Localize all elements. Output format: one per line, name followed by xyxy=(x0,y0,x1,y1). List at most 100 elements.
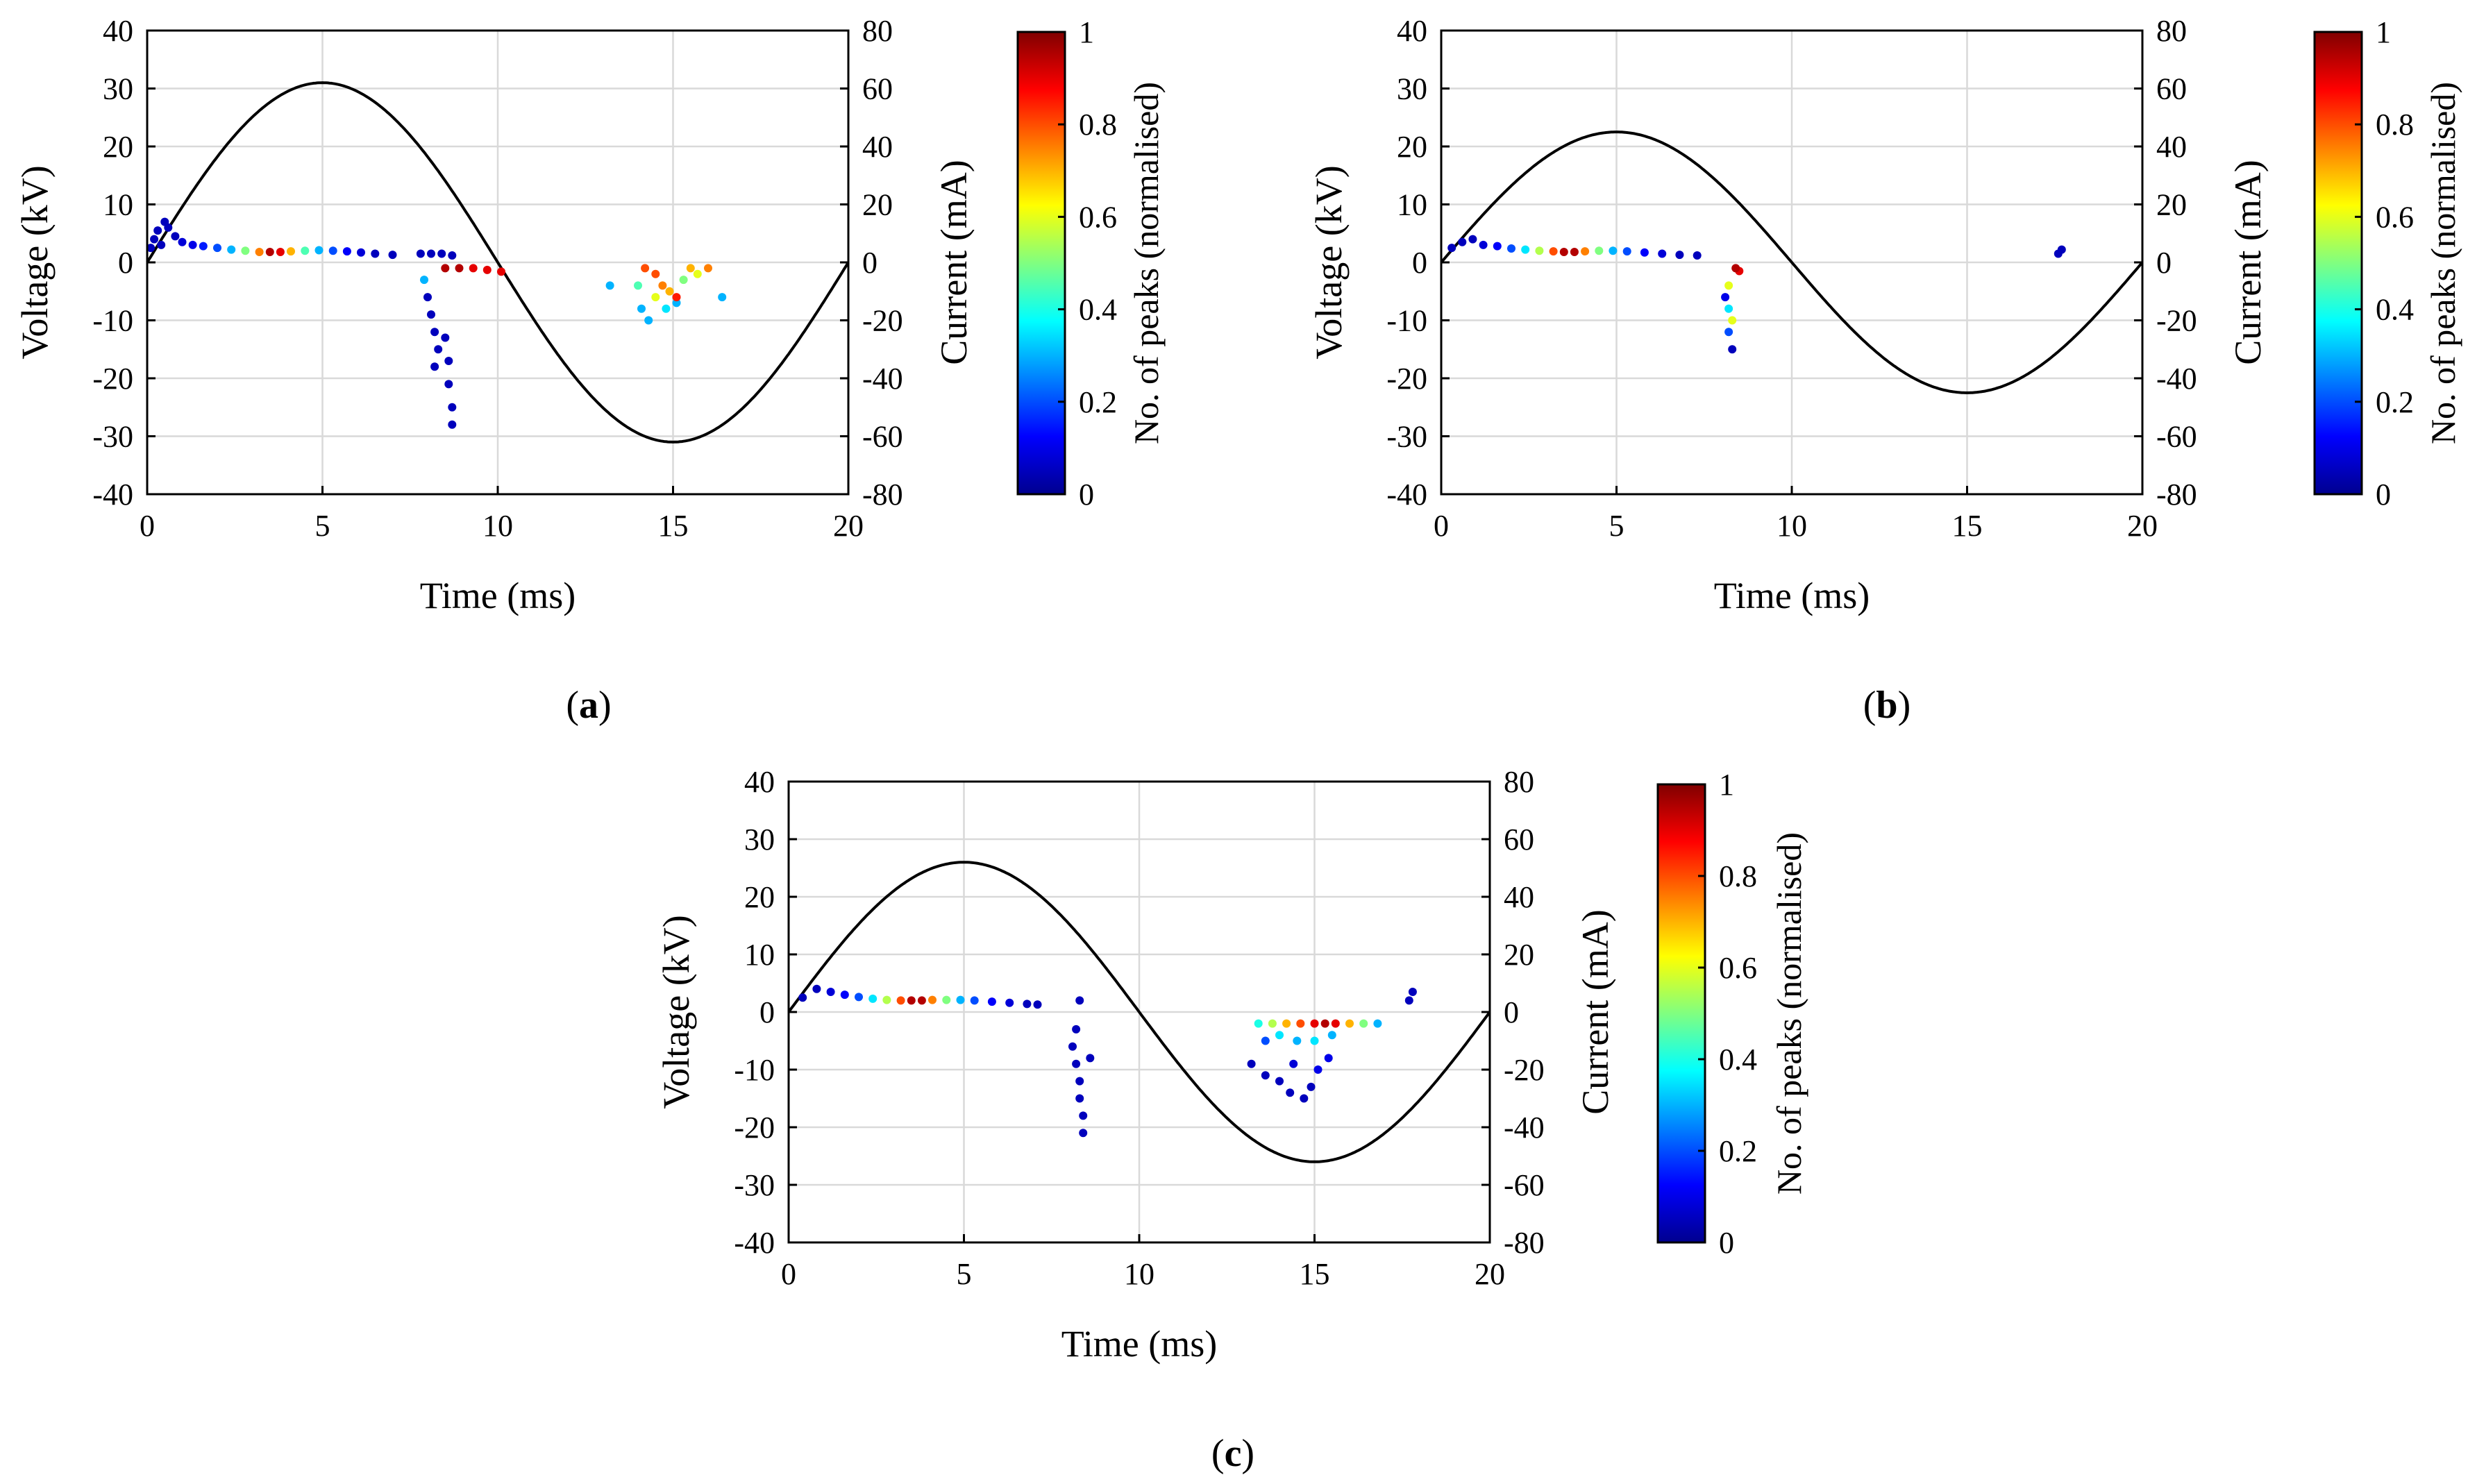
panel-a-sine xyxy=(146,81,850,444)
panel-b-colorbar: 0 0.2 0.4 0.6 0.8 1 xyxy=(2313,15,2414,512)
panel-c-y-tick-label: 0 xyxy=(759,995,775,1029)
panel-b-scatter-point xyxy=(1458,237,1467,246)
panel-c-scatter-point xyxy=(1075,1094,1084,1103)
panel-c-y-tick-label: -30 xyxy=(734,1168,775,1202)
panel-b-y-ticks: -40 -30 -20 -10 0 10 20 30 40 xyxy=(1386,14,1450,512)
panel-b-y-tick-label: 20 xyxy=(1397,130,1427,164)
panel-a-scatter-point xyxy=(641,264,650,273)
panel-a-letter: (a) xyxy=(566,684,611,727)
panel-b-y-tick-label: -10 xyxy=(1386,304,1427,338)
panel-a-y-axis-label: Voltage (kV) xyxy=(14,165,56,359)
panel-a-scatter-point xyxy=(441,333,450,342)
panel-a-scatter-point xyxy=(188,240,197,249)
panel-c-y-tick-label: -10 xyxy=(734,1053,775,1087)
panel-b-sine xyxy=(1440,130,2144,394)
panel-c-scatter-point xyxy=(1075,996,1084,1005)
panel-c-scatter-point xyxy=(1033,1000,1042,1009)
panel-a-scatter-point xyxy=(342,247,351,256)
panel-a-x-tick-label: 15 xyxy=(658,509,689,543)
panel-c-scatter-point xyxy=(896,996,905,1005)
panel-a-y-tick-label: -30 xyxy=(92,420,133,454)
panel-b-y-tick-label: -40 xyxy=(1386,478,1427,512)
panel-c-colorbar-tick-label: 0.2 xyxy=(1719,1134,1757,1168)
panel-c-letter-open: ( xyxy=(1211,1432,1225,1475)
panel-a-colorbar-tick-label: 0.4 xyxy=(1079,293,1117,327)
panel-a-scatter-point xyxy=(427,249,435,258)
panel-c-scatter-point xyxy=(1289,1059,1298,1068)
panel-a-scatter-point xyxy=(658,281,667,290)
panel-a-scatter-point xyxy=(301,246,310,255)
panel-b-scatter-point xyxy=(1549,247,1558,256)
panel-c-scatter-point xyxy=(1324,1054,1333,1063)
panel-b-x-tick-label: 20 xyxy=(2127,509,2158,543)
panel-c-scatter-point xyxy=(1359,1019,1368,1028)
panel-c-scatter-point xyxy=(1300,1094,1309,1103)
panel-b-y-tick-label: 40 xyxy=(1397,14,1427,48)
panel-c-scatter-point xyxy=(1079,1129,1088,1138)
panel-a-scatter-point xyxy=(448,251,457,260)
panel-a-colorbar-gradient xyxy=(1016,31,1066,496)
panel-a-scatter-point xyxy=(482,265,492,274)
panel-b-y2-tick-label: 80 xyxy=(2156,14,2187,48)
panel-a-y2-tick-label: -40 xyxy=(862,362,903,396)
panel-a-y-tick-label: 20 xyxy=(103,130,133,164)
panel-c-y-tick-label: 40 xyxy=(744,765,775,799)
panel-c-scatter-point xyxy=(1331,1019,1340,1028)
panel-c-y-tick-label: 10 xyxy=(744,938,775,972)
panel-a-scatter-point xyxy=(434,345,443,354)
panel-a-scatter-point xyxy=(693,269,702,278)
panel-b-scatter-point xyxy=(1658,249,1667,258)
panel-c-scatter-point xyxy=(1247,1059,1256,1068)
panel-a-scatter-point xyxy=(686,264,695,273)
panel-b-colorbar-tick-label: 0 xyxy=(2376,478,2391,512)
panel-a-scatter-point xyxy=(157,240,166,249)
panel-c-x-tick-label: 10 xyxy=(1124,1257,1154,1291)
panel-c-scatter-point xyxy=(1023,1000,1032,1009)
panel-a-scatter-point xyxy=(199,242,208,251)
panel-a-letter-char: a xyxy=(579,684,598,727)
panel-b-y2-tick-label: -40 xyxy=(2156,362,2197,396)
panel-c-letter: (c) xyxy=(1211,1432,1254,1475)
panel-a-colorbar-label: No. of peaks (normalised) xyxy=(1127,82,1166,444)
panel-c-y2-tick-label: 60 xyxy=(1504,823,1534,857)
panel-c-y2-tick-label: -20 xyxy=(1504,1053,1545,1087)
panel-a-scatter-point xyxy=(672,293,681,302)
panel-b-voltage-sine-line xyxy=(1440,130,2144,394)
panel-b-scatter-point xyxy=(1535,246,1544,255)
panel-a-scatter-point xyxy=(241,246,250,255)
panel-a-scatter-point xyxy=(427,310,435,319)
panel-c-colorbar-tick-label: 0 xyxy=(1719,1226,1734,1260)
panel-b-scatter-point xyxy=(1570,248,1579,256)
panel-a-scatter-point xyxy=(455,264,464,273)
panel-a-y2-tick-label: -20 xyxy=(862,304,903,338)
panel-a-scatter-point xyxy=(371,249,380,258)
panel-c-voltage-sine-line xyxy=(787,861,1491,1163)
panel-c-x-tick-label: 0 xyxy=(781,1257,796,1291)
panel-c-scatter-point xyxy=(942,995,951,1004)
panel-a-y-tick-label: 10 xyxy=(103,188,133,222)
panel-c-scatter-point xyxy=(1079,1111,1088,1120)
panel-a-colorbar-tick-label: 0.6 xyxy=(1079,200,1117,234)
panel-c-colorbar-label: No. of peaks (normalised) xyxy=(1770,832,1808,1195)
panel-c-letter-char: c xyxy=(1225,1432,1242,1475)
panel-b-scatter-point xyxy=(1721,293,1730,302)
panel-c-y2-ticks: -80 -60 -40 -20 0 20 40 60 80 xyxy=(1481,765,1545,1260)
panel-a-y-ticks: -40 -30 -20 -10 0 10 20 30 40 xyxy=(92,14,156,512)
panel-b-scatter-point xyxy=(1622,247,1631,256)
panel-a-scatter-point xyxy=(437,249,446,258)
panel-a-scatter-point xyxy=(651,293,660,302)
panel-a-scatter-point xyxy=(704,264,712,273)
panel-b-scatter-point xyxy=(1507,244,1515,253)
panel-c-y-tick-label: -40 xyxy=(734,1226,775,1260)
panel-c-y2-tick-label: -80 xyxy=(1504,1226,1545,1260)
panel-b-scatter-point xyxy=(1447,244,1456,253)
panel-a-colorbar-tick-label: 0 xyxy=(1079,478,1094,512)
panel-c-scatter-point xyxy=(928,995,937,1004)
panel-c-scatter-point xyxy=(987,997,996,1006)
panel-a-y-tick-label: -20 xyxy=(92,362,133,396)
panel-b-y2-tick-label: -20 xyxy=(2156,304,2197,338)
panel-b-y2-axis-label: Current (mA) xyxy=(2227,160,2269,364)
panel-c-scatter-point xyxy=(1373,1019,1382,1028)
